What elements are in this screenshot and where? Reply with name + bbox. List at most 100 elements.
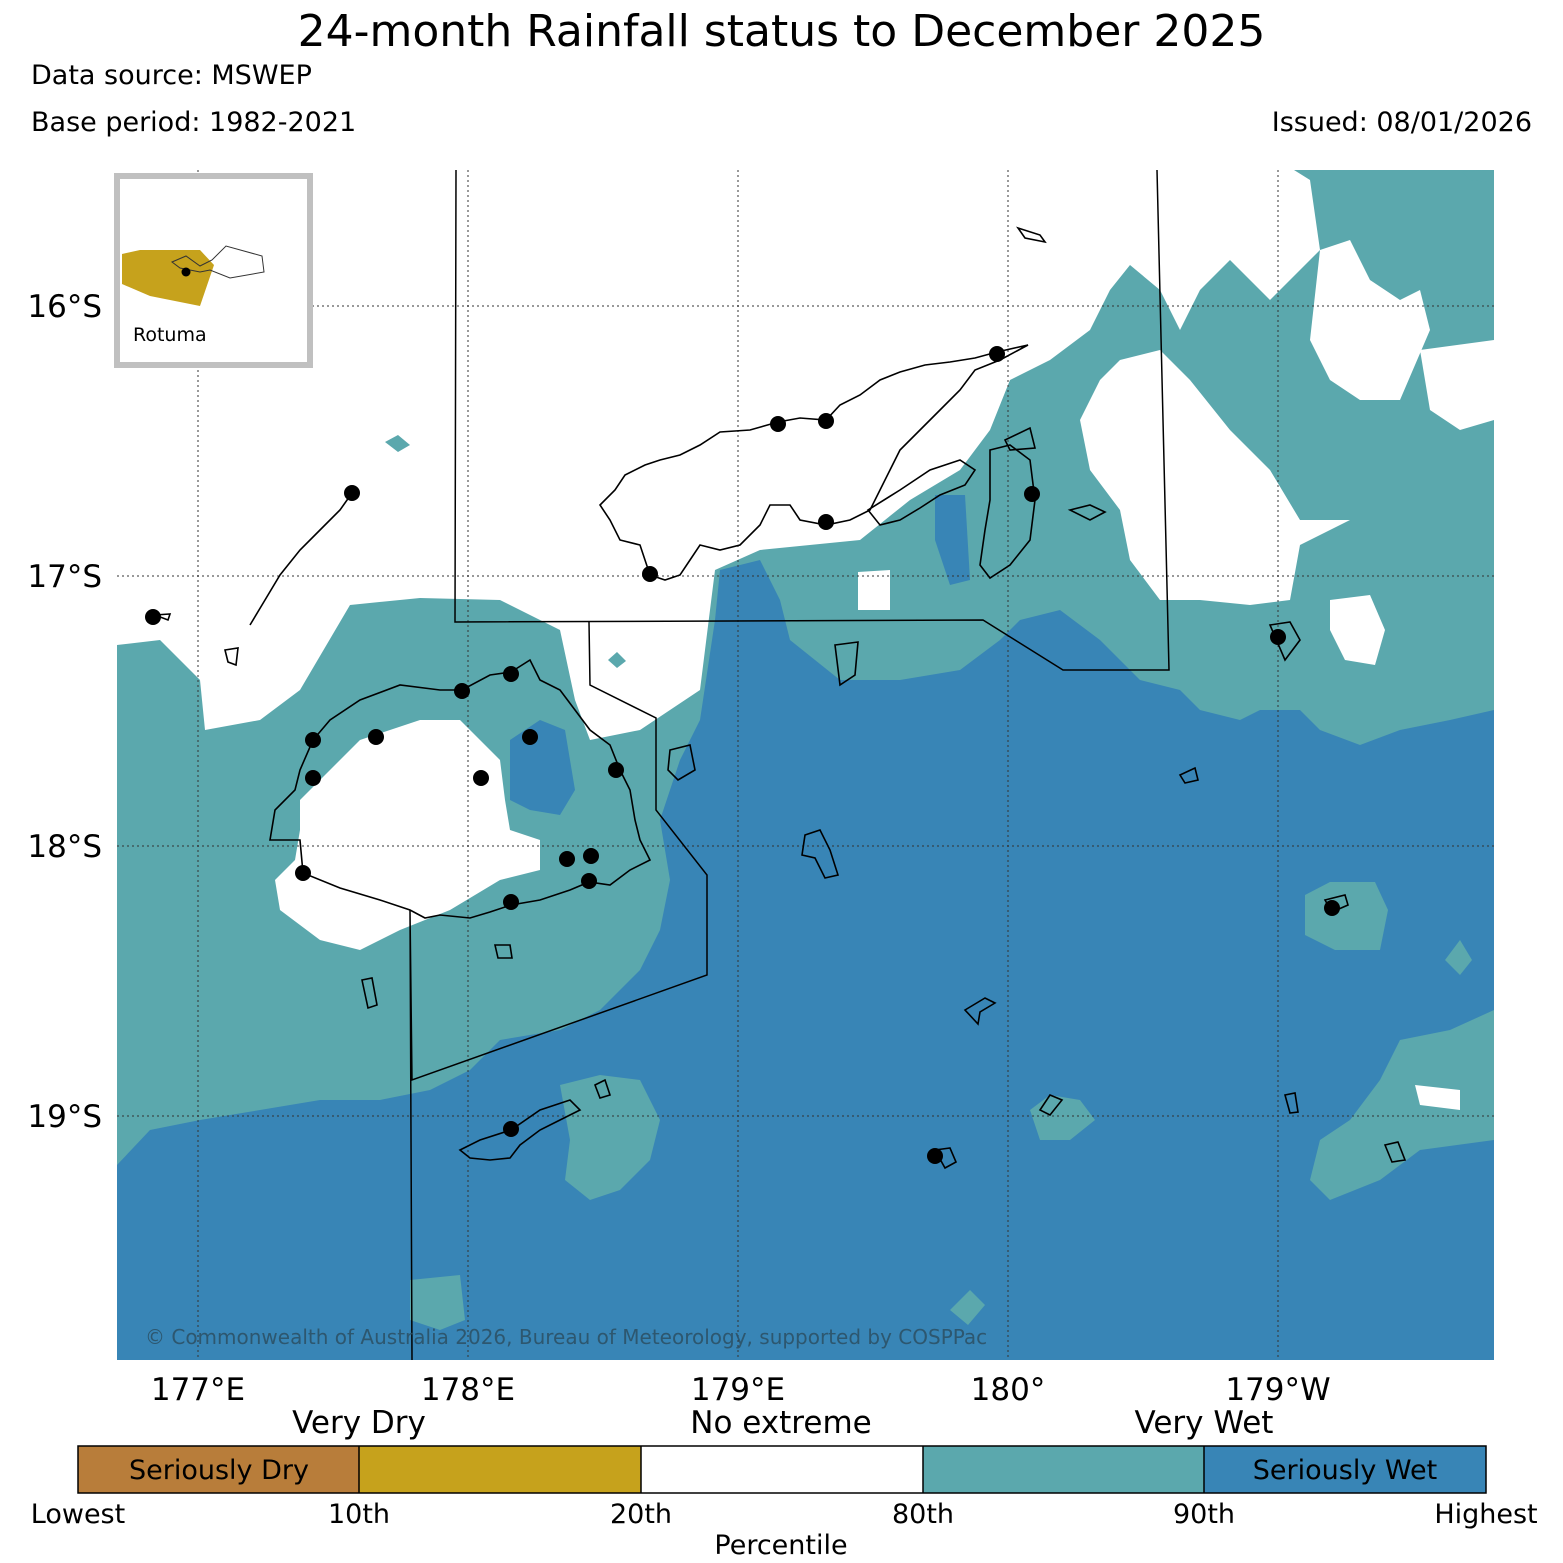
lon-label: 179°W	[1225, 1372, 1330, 1408]
lat-label: 19°S	[27, 1099, 102, 1135]
station-marker[interactable]	[305, 732, 321, 748]
very-wet-region	[560, 1075, 660, 1200]
latitude-labels: 16°S 17°S 18°S 19°S	[27, 289, 102, 1135]
issued-date-label: Issued: 08/01/2026	[1271, 107, 1532, 138]
station-marker[interactable]	[368, 729, 384, 745]
rotuma-outline	[171, 245, 265, 279]
station-marker[interactable]	[583, 848, 599, 864]
station-markers	[145, 346, 1340, 1164]
station-marker[interactable]	[608, 762, 624, 778]
legend-tick-label: 90th	[1173, 1499, 1235, 1530]
island-small	[1038, 1094, 1064, 1117]
station-marker[interactable]	[503, 1121, 519, 1137]
island-small	[1383, 1141, 1407, 1163]
island-small	[154, 613, 172, 622]
island-small	[1067, 504, 1107, 521]
legend-no-extreme-label: No extreme	[690, 1405, 871, 1441]
island-small	[361, 977, 378, 1010]
legend-swatch-no-extreme	[641, 1446, 923, 1493]
legend-swatch-very-wet	[923, 1446, 1204, 1493]
map-title: 24-month Rainfall status to December 202…	[297, 6, 1266, 57]
base-period-label: Base period: 1982-2021	[31, 107, 357, 138]
island-yasawa	[249, 492, 353, 626]
lon-label: 179°E	[691, 1372, 785, 1408]
island-small	[1178, 766, 1199, 784]
lon-label: 177°E	[151, 1372, 245, 1408]
legend-frame	[77, 1445, 1487, 1494]
island-small	[801, 829, 840, 879]
station-marker[interactable]	[454, 683, 470, 699]
district-boundaries	[409, 169, 1170, 1361]
rotuma-very-dry-region	[122, 250, 214, 306]
legend-dividers	[358, 1446, 1205, 1493]
graticule	[117, 170, 1494, 1360]
station-marker[interactable]	[581, 873, 597, 889]
rotuma-inset: Rotuma	[114, 173, 313, 368]
copyright-notice: © Commonwealth of Australia 2026, Bureau…	[145, 1325, 987, 1349]
station-marker[interactable]	[522, 729, 538, 745]
island-small	[493, 944, 513, 959]
station-marker[interactable]	[473, 770, 489, 786]
island-small	[933, 1147, 958, 1170]
very-wet-region	[1462, 170, 1488, 182]
very-wet-region	[1305, 882, 1388, 950]
seriously-wet-region	[117, 560, 1494, 1360]
station-marker[interactable]	[344, 485, 360, 501]
station-marker[interactable]	[295, 865, 311, 881]
station-marker[interactable]	[818, 413, 834, 429]
island-taveuni-coast	[866, 459, 977, 526]
lat-label: 16°S	[27, 289, 102, 325]
station-marker[interactable]	[989, 346, 1005, 362]
legend-tick-label: 10th	[328, 1499, 390, 1530]
very-wet-region	[385, 435, 410, 452]
seriously-wet-region	[510, 720, 575, 815]
station-marker[interactable]	[642, 566, 658, 582]
lon-label: 180°	[971, 1372, 1046, 1408]
seriously-wet-region	[935, 495, 970, 585]
legend-axis-title: Percentile	[714, 1530, 847, 1561]
very-wet-region	[608, 652, 626, 668]
legend-swatch-very-dry	[359, 1446, 641, 1493]
very-wet-region	[1445, 940, 1472, 975]
longitude-labels: 177°E 178°E 179°E 180° 179°W	[151, 1372, 1331, 1408]
no-extreme-region	[1310, 240, 1430, 400]
station-marker[interactable]	[559, 851, 575, 867]
rotuma-station-marker[interactable]	[181, 267, 191, 277]
island-small	[834, 641, 859, 687]
lon-label: 178°E	[421, 1372, 515, 1408]
station-marker[interactable]	[1270, 629, 1286, 645]
legend-swatch-seriously-wet	[1204, 1446, 1486, 1493]
station-marker[interactable]	[145, 609, 161, 625]
island-small	[1003, 426, 1037, 451]
station-marker[interactable]	[927, 1148, 943, 1164]
no-extreme-region	[858, 570, 890, 610]
no-extreme-region	[1330, 595, 1385, 665]
island-taveuni	[979, 444, 1036, 580]
station-marker[interactable]	[818, 514, 834, 530]
station-marker[interactable]	[1024, 486, 1040, 502]
station-marker[interactable]	[503, 666, 519, 682]
station-marker[interactable]	[770, 416, 786, 432]
station-marker[interactable]	[503, 894, 519, 910]
no-extreme-region	[1080, 350, 1350, 605]
lat-label: 17°S	[27, 559, 102, 595]
very-wet-region	[410, 1275, 465, 1330]
lat-label: 18°S	[27, 829, 102, 865]
no-extreme-region	[1420, 340, 1494, 430]
station-marker[interactable]	[1324, 900, 1340, 916]
island-small	[963, 997, 997, 1026]
legend-very-wet-label: Very Wet	[1135, 1405, 1274, 1441]
island-small	[667, 744, 696, 782]
legend-tick-label: 20th	[610, 1499, 672, 1530]
legend-very-dry-label: Very Dry	[292, 1405, 426, 1441]
station-marker[interactable]	[305, 770, 321, 786]
percentile-legend: Very Dry No extreme Very Wet Seriously D…	[31, 1405, 1538, 1561]
island-small	[1268, 621, 1301, 662]
island-small	[1283, 1092, 1299, 1114]
very-wet-region	[950, 1290, 985, 1325]
island-small	[1015, 226, 1047, 244]
rainfall-status-fill	[117, 170, 1494, 1360]
legend-swatch-seriously-dry	[78, 1446, 359, 1493]
legend-seriously-dry-label: Seriously Dry	[129, 1455, 309, 1486]
